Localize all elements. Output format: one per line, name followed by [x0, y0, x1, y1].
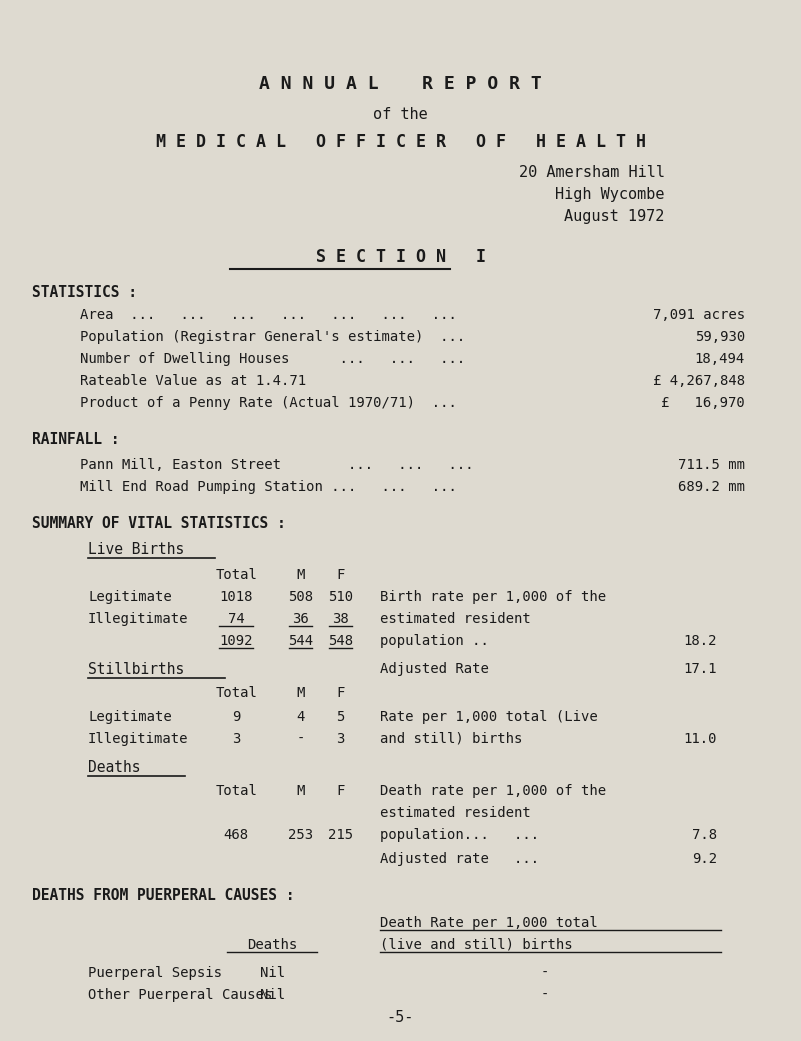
Text: 36: 36: [292, 612, 308, 626]
Text: August 1972: August 1972: [565, 209, 665, 224]
Text: 4: 4: [296, 710, 304, 723]
Text: Total: Total: [215, 784, 257, 798]
Text: 38: 38: [332, 612, 348, 626]
Text: DEATHS FROM PUERPERAL CAUSES :: DEATHS FROM PUERPERAL CAUSES :: [32, 888, 295, 903]
Text: Total: Total: [215, 686, 257, 700]
Text: 20 Amersham Hill: 20 Amersham Hill: [519, 166, 665, 180]
Text: F: F: [336, 784, 344, 798]
Text: F: F: [336, 686, 344, 700]
Text: estimated resident: estimated resident: [380, 612, 531, 626]
Text: 5: 5: [336, 710, 344, 723]
Text: 7.8: 7.8: [692, 828, 717, 842]
Text: A N N U A L    R E P O R T: A N N U A L R E P O R T: [260, 75, 541, 93]
Text: 3: 3: [336, 732, 344, 746]
Text: Number of Dwelling Houses      ...   ...   ...: Number of Dwelling Houses ... ... ...: [80, 352, 465, 366]
Text: Rate per 1,000 total (Live: Rate per 1,000 total (Live: [380, 710, 598, 723]
Text: Deaths: Deaths: [88, 760, 141, 775]
Text: 3: 3: [232, 732, 240, 746]
Text: £   16,970: £ 16,970: [661, 396, 745, 410]
Text: Death rate per 1,000 of the: Death rate per 1,000 of the: [380, 784, 606, 798]
Text: 18,494: 18,494: [694, 352, 745, 366]
Text: 689.2 mm: 689.2 mm: [678, 480, 745, 494]
Text: M: M: [296, 686, 304, 700]
Text: M E D I C A L   O F F I C E R   O F   H E A L T H: M E D I C A L O F F I C E R O F H E A L …: [155, 133, 646, 151]
Text: 7,091 acres: 7,091 acres: [653, 308, 745, 322]
Text: 510: 510: [328, 590, 353, 604]
Text: Rateable Value as at 1.4.71: Rateable Value as at 1.4.71: [80, 374, 306, 388]
Text: 17.1: 17.1: [683, 662, 717, 676]
Text: 548: 548: [328, 634, 353, 648]
Text: and still) births: and still) births: [380, 732, 523, 746]
Text: 11.0: 11.0: [683, 732, 717, 746]
Text: RAINFALL :: RAINFALL :: [32, 432, 119, 447]
Text: 508: 508: [288, 590, 313, 604]
Text: Adjusted rate   ...: Adjusted rate ...: [380, 852, 540, 866]
Text: 1018: 1018: [219, 590, 253, 604]
Text: SUMMARY OF VITAL STATISTICS :: SUMMARY OF VITAL STATISTICS :: [32, 516, 286, 531]
Text: population ..: population ..: [380, 634, 489, 648]
Text: -: -: [541, 988, 549, 1002]
Text: 711.5 mm: 711.5 mm: [678, 458, 745, 472]
Text: 9.2: 9.2: [692, 852, 717, 866]
Text: Puerperal Sepsis: Puerperal Sepsis: [88, 966, 222, 980]
Text: Illegitimate: Illegitimate: [88, 732, 188, 746]
Text: Legitimate: Legitimate: [88, 590, 172, 604]
Text: Death Rate per 1,000 total: Death Rate per 1,000 total: [380, 916, 598, 930]
Text: Illegitimate: Illegitimate: [88, 612, 188, 626]
Text: -5-: -5-: [387, 1010, 414, 1025]
Text: population...   ...: population... ...: [380, 828, 540, 842]
Text: 215: 215: [328, 828, 353, 842]
Text: -: -: [541, 966, 549, 980]
Text: 9: 9: [232, 710, 240, 723]
Text: 253: 253: [288, 828, 313, 842]
Text: Total: Total: [215, 568, 257, 582]
Text: Deaths: Deaths: [248, 938, 297, 953]
Text: Live Births: Live Births: [88, 542, 184, 557]
Text: High Wycombe: High Wycombe: [555, 187, 665, 202]
Text: Mill End Road Pumping Station ...   ...   ...: Mill End Road Pumping Station ... ... ..…: [80, 480, 457, 494]
Text: Pann Mill, Easton Street        ...   ...   ...: Pann Mill, Easton Street ... ... ...: [80, 458, 473, 472]
Text: S E C T I O N   I: S E C T I O N I: [316, 248, 485, 266]
Text: Other Puerperal Causes: Other Puerperal Causes: [88, 988, 272, 1002]
Text: Legitimate: Legitimate: [88, 710, 172, 723]
Text: estimated resident: estimated resident: [380, 806, 531, 820]
Text: Adjusted Rate: Adjusted Rate: [380, 662, 489, 676]
Text: Birth rate per 1,000 of the: Birth rate per 1,000 of the: [380, 590, 606, 604]
Text: F: F: [336, 568, 344, 582]
Text: Area  ...   ...   ...   ...   ...   ...   ...: Area ... ... ... ... ... ... ...: [80, 308, 457, 322]
Text: of the: of the: [373, 107, 428, 122]
Text: 74: 74: [228, 612, 244, 626]
Text: Stillbirths: Stillbirths: [88, 662, 184, 677]
Text: Product of a Penny Rate (Actual 1970/71)  ...: Product of a Penny Rate (Actual 1970/71)…: [80, 396, 457, 410]
Text: 18.2: 18.2: [683, 634, 717, 648]
Text: 59,930: 59,930: [694, 330, 745, 344]
Text: 468: 468: [223, 828, 249, 842]
Text: £ 4,267,848: £ 4,267,848: [653, 374, 745, 388]
Text: M: M: [296, 784, 304, 798]
Text: (live and still) births: (live and still) births: [380, 938, 573, 953]
Text: 1092: 1092: [219, 634, 253, 648]
Text: Population (Registrar General's estimate)  ...: Population (Registrar General's estimate…: [80, 330, 465, 344]
Text: -: -: [296, 732, 304, 746]
Text: M: M: [296, 568, 304, 582]
Text: Nil: Nil: [260, 966, 285, 980]
Text: 544: 544: [288, 634, 313, 648]
Text: STATISTICS :: STATISTICS :: [32, 285, 137, 300]
Text: Nil: Nil: [260, 988, 285, 1002]
